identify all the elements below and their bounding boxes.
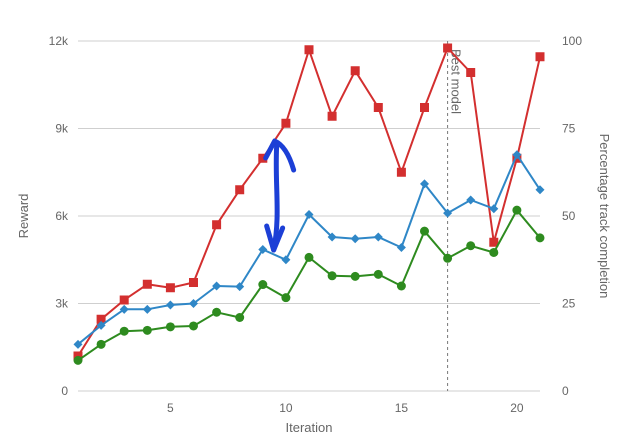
- data-point: [443, 43, 453, 53]
- y2-tick-label: 75: [562, 122, 576, 136]
- data-point: [373, 232, 383, 242]
- hand-drawn-arrow: [263, 138, 297, 253]
- data-point: [119, 295, 129, 305]
- data-point: [73, 339, 83, 349]
- tick-labels: 0 3k 6k 9k 12k 0 25 50 75 100 5 10 15 20: [49, 34, 583, 415]
- data-point: [212, 281, 222, 291]
- data-point: [350, 234, 360, 244]
- x-tick-label: 10: [279, 401, 293, 415]
- data-point: [142, 325, 152, 335]
- data-point: [304, 252, 314, 262]
- y-axis-title: Reward: [16, 194, 31, 239]
- data-point: [373, 103, 383, 112]
- data-point: [73, 355, 83, 365]
- x-tick-label: 5: [167, 401, 174, 415]
- data-point: [189, 321, 198, 331]
- y-tick-label: 9k: [55, 122, 69, 136]
- x-axis-title: Iteration: [286, 420, 333, 435]
- data-point: [350, 66, 360, 76]
- data-point: [327, 111, 337, 121]
- y-tick-label: 6k: [55, 209, 69, 223]
- data-point: [535, 52, 545, 62]
- data-point: [165, 322, 175, 332]
- data-point: [189, 299, 198, 308]
- data-point: [304, 45, 314, 55]
- y2-tick-label: 25: [562, 297, 576, 311]
- data-point: [512, 150, 522, 160]
- data-point: [327, 232, 337, 242]
- data-point: [350, 271, 360, 281]
- data-point: [96, 320, 106, 330]
- y-tick-label: 3k: [55, 297, 69, 311]
- data-point: [258, 280, 268, 290]
- data-point: [466, 68, 476, 77]
- data-point: [489, 247, 499, 257]
- y-tick-label: 12k: [49, 34, 69, 48]
- data-point: [189, 278, 198, 287]
- data-point: [96, 339, 106, 349]
- data-point: [119, 304, 129, 314]
- data-point: [119, 326, 129, 336]
- data-point: [281, 118, 291, 128]
- data-point: [443, 208, 453, 218]
- data-point: [466, 241, 476, 251]
- data-point: [235, 313, 245, 322]
- x-tick-label: 15: [395, 401, 409, 415]
- data-point: [327, 271, 337, 281]
- x-tick-label: 20: [510, 401, 524, 415]
- data-point: [420, 103, 429, 112]
- data-point: [304, 210, 314, 220]
- y2-tick-label: 0: [562, 384, 569, 398]
- y-tick-label: 0: [61, 384, 68, 398]
- best-model-label: Best model: [449, 49, 464, 114]
- arrow-head-top: [263, 138, 297, 173]
- y2-axis-title: Percentage track completion: [597, 134, 612, 299]
- data-point: [512, 205, 522, 215]
- data-point: [142, 279, 152, 289]
- data-point: [281, 255, 291, 265]
- data-point: [373, 269, 383, 279]
- arrow-head-bottom: [264, 223, 286, 253]
- data-point: [235, 185, 245, 195]
- data-point: [258, 153, 268, 163]
- data-point: [281, 293, 291, 303]
- data-point: [396, 281, 406, 291]
- data-point: [96, 314, 106, 324]
- data-point: [420, 179, 429, 189]
- data-point: [489, 204, 499, 214]
- y2-tick-label: 50: [562, 209, 576, 223]
- y2-tick-label: 100: [562, 34, 582, 48]
- data-point: [535, 185, 545, 195]
- data-point: [443, 253, 453, 263]
- data-point: [396, 167, 406, 177]
- series: [73, 43, 545, 365]
- data-point: [142, 304, 152, 314]
- data-point: [489, 237, 499, 247]
- data-point: [235, 282, 245, 292]
- data-point: [396, 243, 406, 252]
- data-point: [420, 226, 429, 236]
- data-point: [212, 307, 222, 317]
- data-point: [212, 220, 222, 230]
- data-point: [165, 283, 175, 293]
- data-point: [165, 300, 175, 310]
- data-point: [258, 245, 268, 255]
- data-point: [466, 195, 476, 205]
- arrow-shaft: [271, 143, 280, 253]
- data-point: [535, 233, 545, 243]
